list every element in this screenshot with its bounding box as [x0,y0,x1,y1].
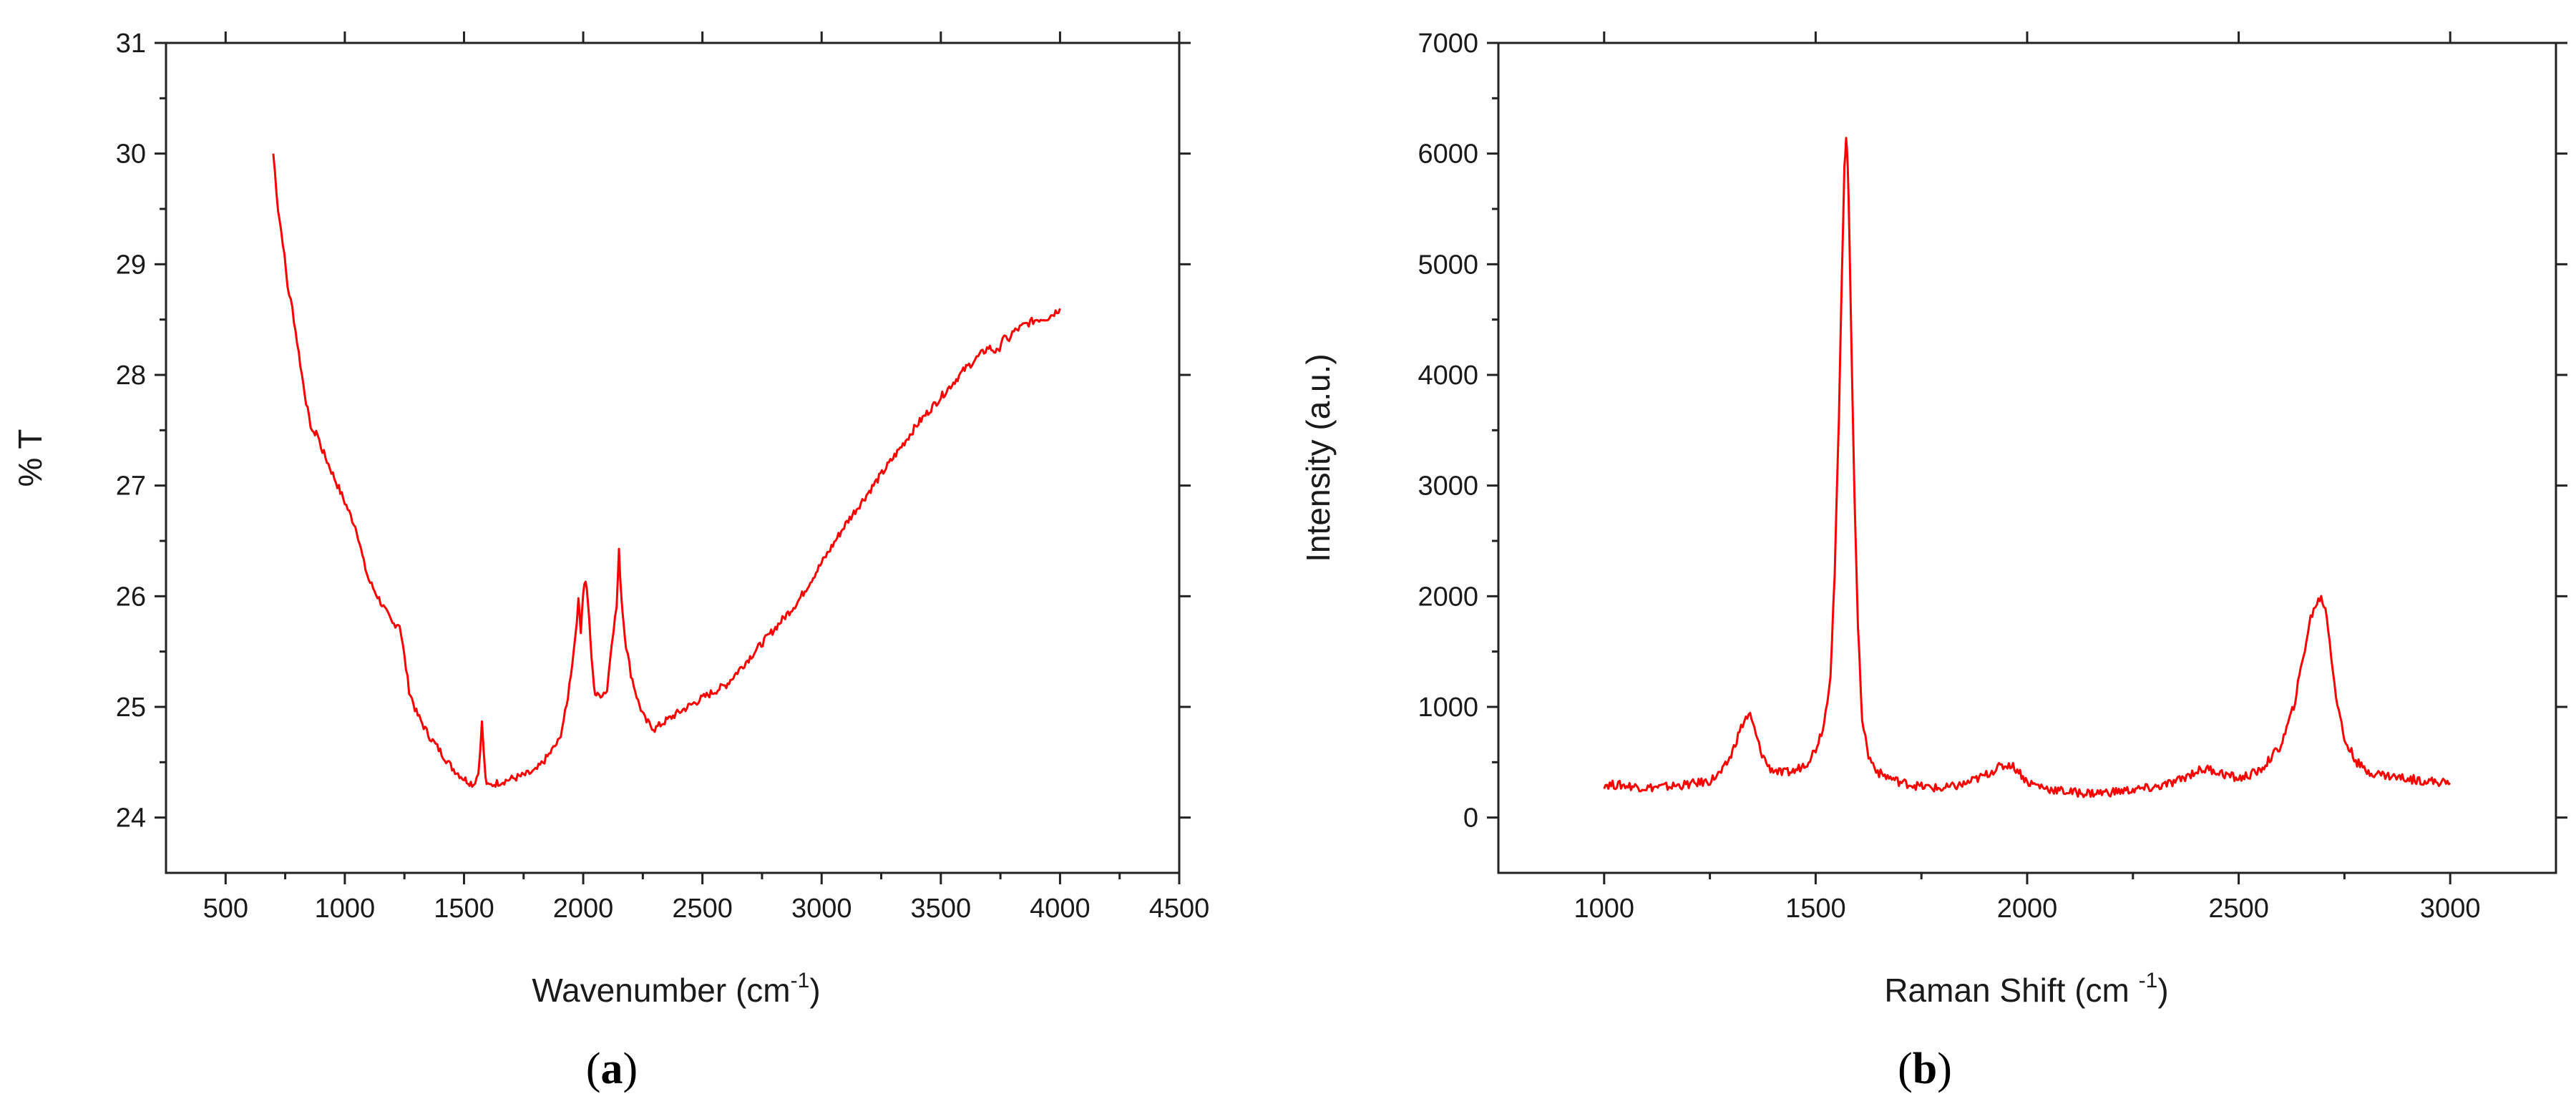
panel-a-y-tick-label: 26 [116,582,146,612]
panel-a-y-tick-label: 25 [116,693,146,723]
panel-b-x-tick-label: 2000 [1997,894,2058,924]
panel-b-raman-chart: 1000 1500 2000 2500 3000 0 1000 2000 3000 4000 500… [1299,29,2567,1093]
panel-a-y-tick-label: 24 [116,803,146,834]
panel-a-caption: (a) [586,1045,638,1093]
panel-a-y-axis-label: % T [11,429,49,487]
panel-a-plot-frame [165,41,1181,874]
panel-b-x-tick-label: 1500 [1785,894,1846,924]
panel-a-x-tick-label: 1000 [315,894,376,924]
panel-b-y-tick-label: 4000 [1418,361,1478,391]
panel-b-plot-frame [1497,41,2557,874]
panel-b-x-tick-label: 1000 [1574,894,1635,924]
panel-b-x-axis-label: Raman Shift (cm -1) [1884,969,2168,1009]
panel-a-x-tick-label: 500 [203,894,248,924]
panel-a-ftir-chart: 500 1000 1500 2000 2500 3000 3500 4000 4500 24 25 2… [11,29,1209,1093]
panel-a-y-tick-label: 27 [116,472,146,502]
panel-b-x-tick-label: 2500 [2208,894,2269,924]
panel-a-x-tick-label: 2000 [553,894,614,924]
panel-a-series-line [272,153,1061,788]
panel-a-x-axis-label: Wavenumber (cm-1) [532,969,820,1009]
panel-b-y-tick-label: 5000 [1418,250,1478,280]
panel-b-y-tick-label: 2000 [1418,582,1478,612]
panel-b-y-tick-label: 0 [1463,803,1478,834]
panel-a-y-tick-label: 31 [116,29,146,59]
panel-b-y-tick-label: 6000 [1418,140,1478,170]
panel-a-x-tick-label: 3500 [911,894,972,924]
panel-b-y-tick-label: 7000 [1418,29,1478,59]
panel-a-x-tick-label: 2500 [672,894,733,924]
panel-b-x-tick-label: 3000 [2420,894,2481,924]
panel-a-x-tick-label: 4000 [1030,894,1091,924]
panel-b-caption: (b) [1898,1045,1952,1093]
panel-a-x-tick-label: 4500 [1149,894,1210,924]
panel-a-y-tick-label: 29 [116,250,146,280]
panel-a-y-tick-label: 30 [116,140,146,170]
panel-b-y-tick-label: 1000 [1418,693,1478,723]
panel-a-y-tick-label: 28 [116,361,146,391]
panel-a-x-tick-label: 1500 [434,894,494,924]
panel-b-y-tick-label: 3000 [1418,472,1478,502]
panel-b-y-axis-label: Intensity (a.u.) [1299,353,1337,562]
panel-a-x-tick-label: 3000 [791,894,852,924]
panel-b-series-line [1603,137,2451,798]
